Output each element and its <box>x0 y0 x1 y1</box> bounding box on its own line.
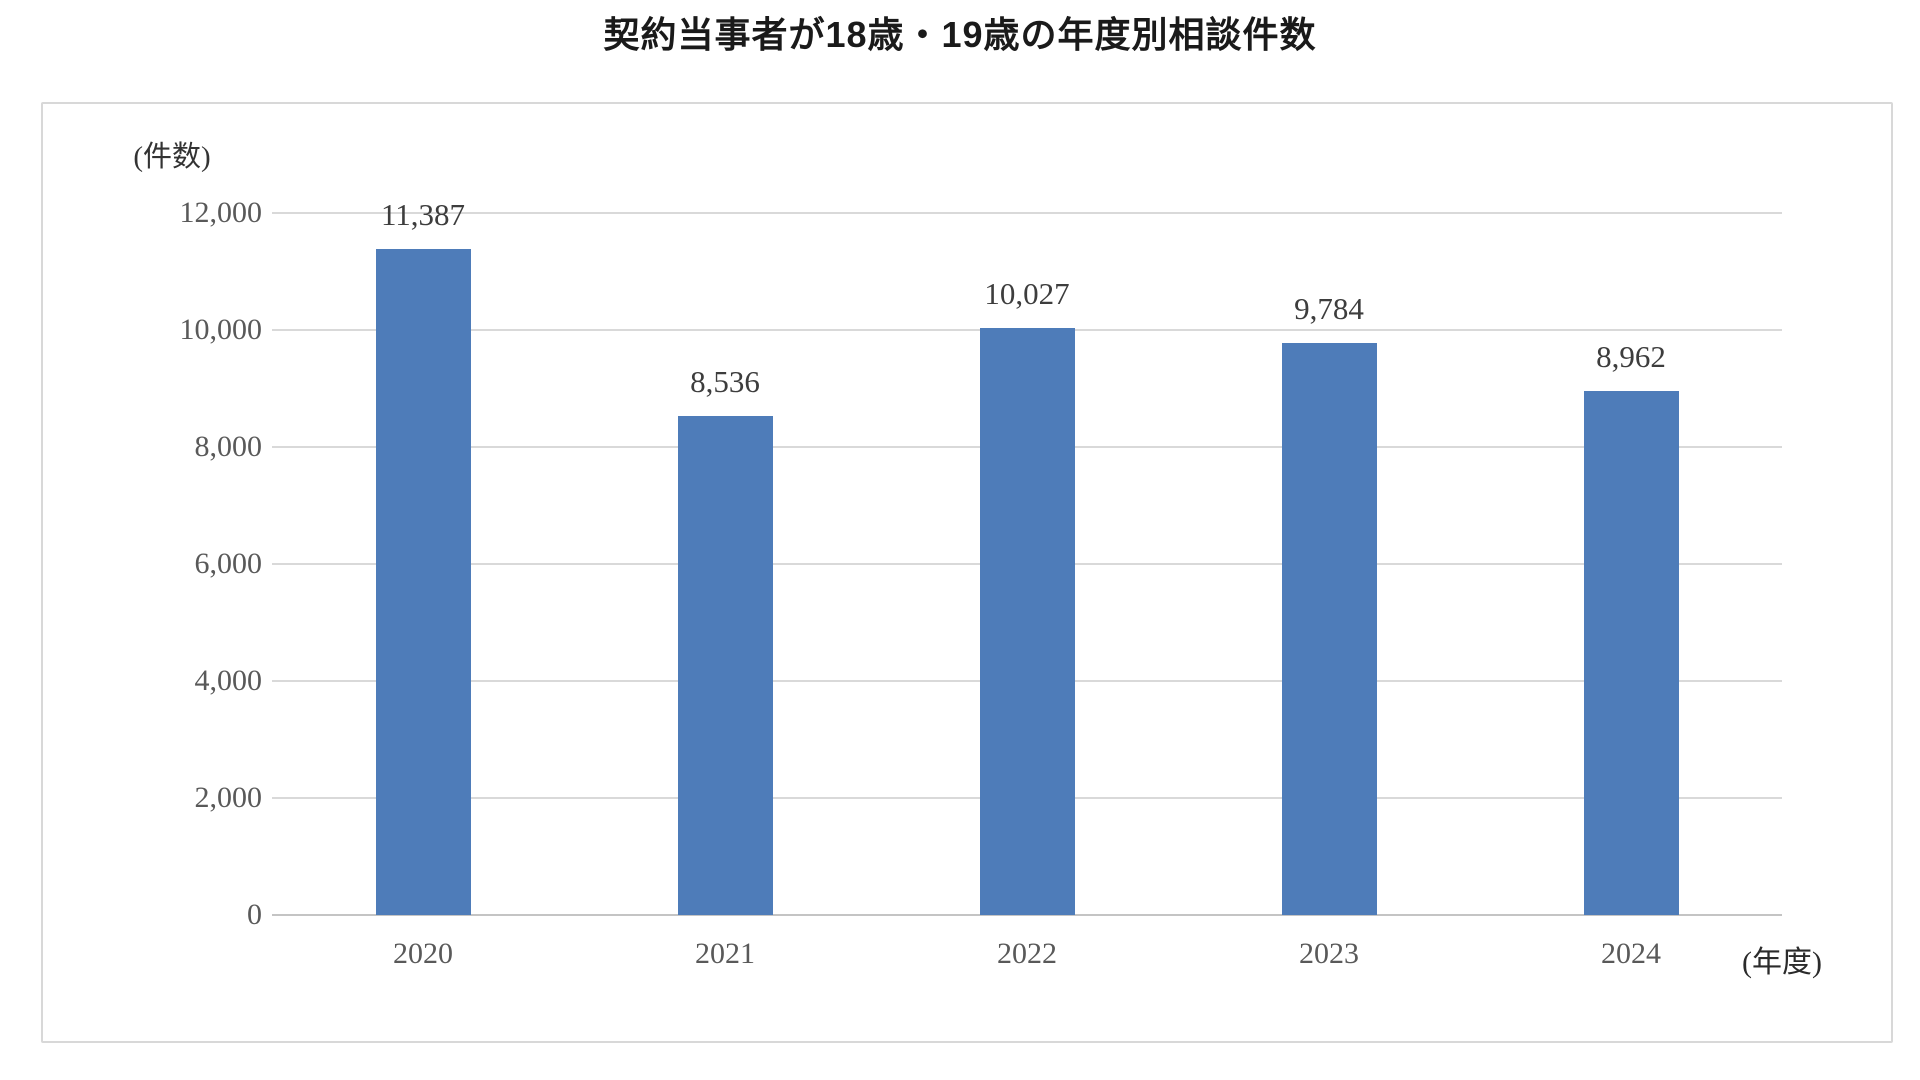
x-axis-tick-label: 2023 <box>1299 937 1359 970</box>
y-axis-unit-label: (件数) <box>133 141 211 173</box>
bar <box>375 248 471 915</box>
bar <box>677 415 773 915</box>
bar-value-label: 10,027 <box>984 276 1070 312</box>
bar <box>1281 342 1377 915</box>
chart-frame: (件数) (年度) 12,000 10,000 8,000 6,000 4,000 2,0… <box>41 102 1893 1043</box>
bar-value-label: 11,387 <box>380 196 466 232</box>
x-axis-line <box>272 914 1782 916</box>
bar-value-label: 9,784 <box>1294 290 1364 326</box>
x-axis-tick-label: 2021 <box>695 937 755 970</box>
bar <box>979 328 1075 915</box>
y-axis-tick-label: 0 <box>247 898 262 931</box>
y-axis-tick-label: 6,000 <box>194 547 263 580</box>
y-axis-tick-label: 8,000 <box>194 430 263 463</box>
x-axis-tick-label: 2020 <box>393 937 453 970</box>
y-axis-tick-label: 2,000 <box>194 781 263 814</box>
bar <box>1583 390 1679 915</box>
y-axis-tick-label: 10,000 <box>179 313 263 346</box>
y-axis-tick-label: 4,000 <box>194 664 263 697</box>
x-axis-unit-label: (年度) <box>1742 946 1822 979</box>
x-axis-tick-label: 2022 <box>997 937 1057 970</box>
x-axis-tick-label: 2024 <box>1601 937 1661 970</box>
bar-value-label: 8,536 <box>690 363 760 399</box>
bar-value-label: 8,962 <box>1596 338 1666 374</box>
gridline <box>272 212 1782 214</box>
plot-area: (件数) (年度) 12,000 10,000 8,000 6,000 4,000 2,0… <box>43 104 1891 1041</box>
y-axis-tick-label: 12,000 <box>179 196 263 229</box>
chart-title: 契約当事者が18歳・19歳の年度別相談件数 <box>603 14 1317 55</box>
